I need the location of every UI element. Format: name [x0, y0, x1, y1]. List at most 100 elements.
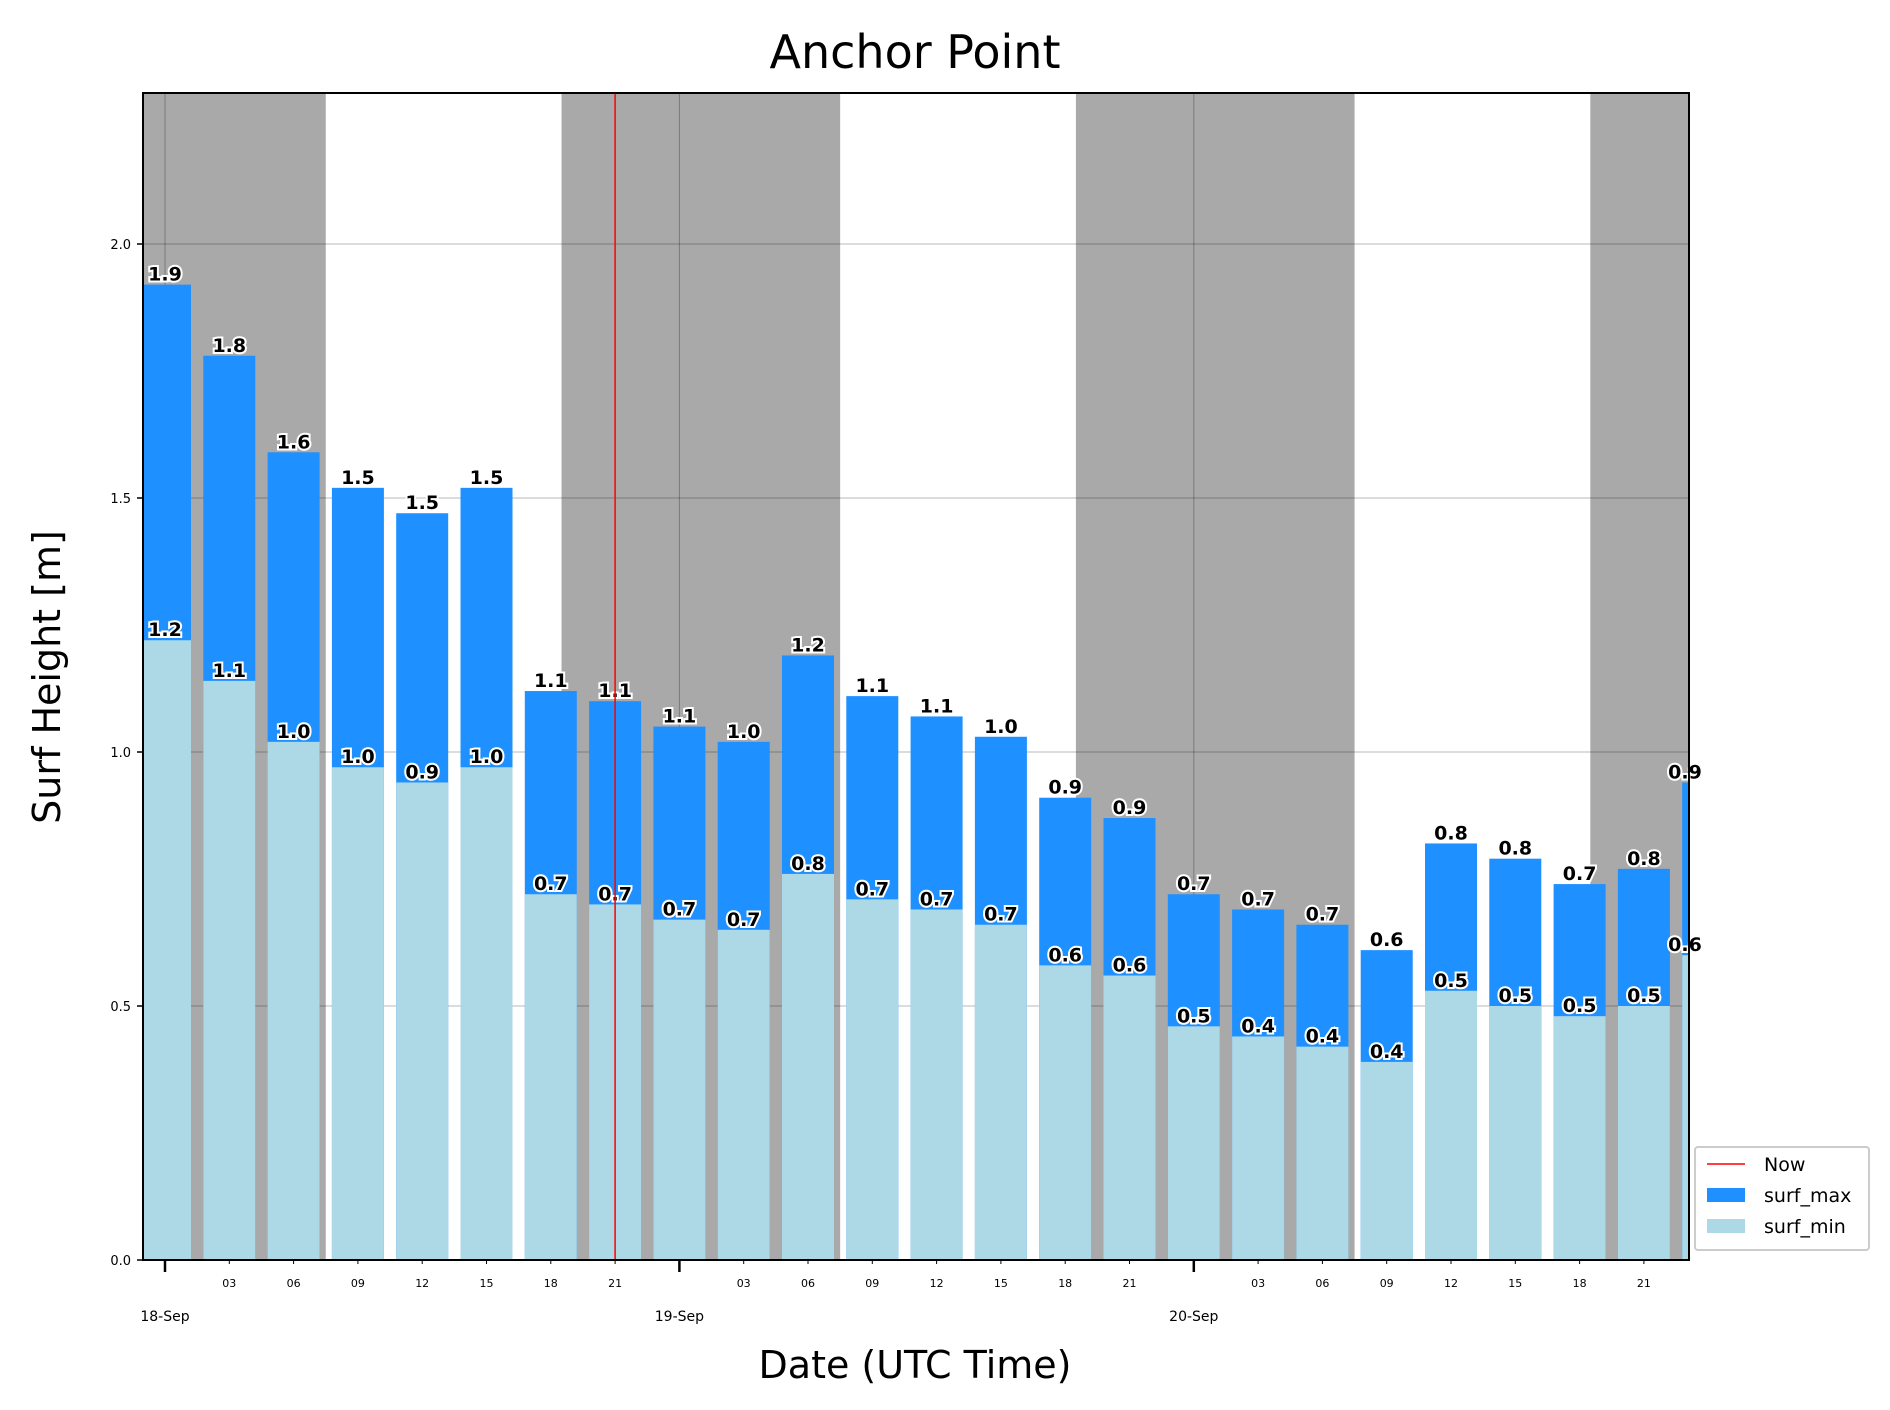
bar-label-min: 0.7 [534, 873, 568, 895]
bar-label-max: 1.6 [277, 431, 311, 453]
bar-label-min: 0.7 [663, 899, 697, 921]
bar-label-max: 0.7 [1563, 863, 1597, 885]
legend-max-label: surf_max [1764, 1185, 1851, 1207]
bar-label-min: 1.0 [470, 746, 504, 768]
x-hour-label: 03 [222, 1277, 236, 1290]
bar-label-max: 1.5 [470, 467, 504, 489]
bar-label-min: 0.6 [1048, 944, 1082, 966]
x-hour-label: 03 [737, 1277, 751, 1290]
bar-label-max: 1.0 [727, 721, 761, 743]
bar-label-max: 1.0 [984, 716, 1018, 738]
chart-title: Anchor Point [770, 25, 1061, 79]
bar-surf-min [1039, 965, 1092, 1260]
bar-surf-min [203, 680, 256, 1260]
x-hour-label: 15 [994, 1277, 1008, 1290]
bar-label-max: 0.7 [1241, 888, 1275, 910]
bar-label-max: 1.1 [663, 706, 697, 728]
x-date-label: 18-Sep [140, 1309, 189, 1325]
legend-now-label: Now [1764, 1154, 1805, 1176]
x-hour-label: 06 [1315, 1277, 1329, 1290]
bar-surf-min [653, 919, 706, 1260]
legend-min-swatch [1707, 1219, 1745, 1233]
bar-label-max: 1.5 [341, 467, 375, 489]
x-hour-label: 06 [287, 1277, 301, 1290]
bar-label-max: 0.9 [1668, 761, 1702, 783]
bar-label-max: 1.5 [405, 492, 439, 514]
y-tick-label: 0.5 [110, 1000, 131, 1015]
bar-surf-min [331, 767, 384, 1260]
bar-surf-min [846, 899, 899, 1260]
x-hour-label: 06 [801, 1277, 815, 1290]
bar-label-max: 0.8 [1434, 822, 1468, 844]
bar-surf-min [1489, 1006, 1542, 1260]
x-hour-label: 18 [544, 1277, 558, 1290]
x-hour-label: 09 [865, 1277, 879, 1290]
x-hour-label: 12 [1444, 1277, 1458, 1290]
bar-surf-min [524, 894, 577, 1260]
bar-label-min: 0.4 [1241, 1015, 1275, 1037]
y-tick-label: 0.0 [110, 1254, 131, 1269]
legend: Now surf_max surf_min [1694, 1146, 1870, 1251]
y-tick-label: 1.5 [110, 492, 131, 507]
y-tick-label: 1.0 [110, 746, 131, 761]
x-axis-label: Date (UTC Time) [759, 1343, 1072, 1387]
bar-surf-min [1360, 1061, 1413, 1260]
bar-surf-min [1617, 1006, 1670, 1260]
x-hour-label: 18 [1058, 1277, 1072, 1290]
bar-label-min: 1.0 [277, 721, 311, 743]
bar-surf-min [1425, 990, 1477, 1260]
bar-label-max: 0.8 [1498, 838, 1532, 860]
bar-label-max: 0.6 [1370, 929, 1404, 951]
bar-label-max: 0.9 [1113, 797, 1147, 819]
bar-label-min: 0.4 [1306, 1026, 1340, 1048]
x-hour-label: 09 [1380, 1277, 1394, 1290]
bar-label-max: 1.8 [212, 335, 246, 357]
bar-label-min: 1.1 [212, 660, 246, 682]
legend-min-label: surf_min [1764, 1216, 1846, 1238]
x-hour-label: 15 [480, 1277, 494, 1290]
bar-label-max: 1.1 [534, 670, 568, 692]
bar-surf-min [782, 873, 834, 1260]
bar-label-max: 0.7 [1177, 873, 1211, 895]
bar-surf-min [1232, 1036, 1285, 1260]
plot-area: 0.0 0.5 1.0 1.5 2.0 1.9 1.2 1.8 1.1 1.6 1.0 1.5 1.0 1… [110, 92, 1704, 1325]
x-hour-label: 15 [1508, 1277, 1522, 1290]
bar-surf-min [1682, 955, 1689, 1260]
bar-surf-min [460, 767, 513, 1260]
bar-label-min: 1.2 [148, 619, 182, 641]
bar-surf-min [1296, 1046, 1349, 1260]
plot-frame [142, 92, 1690, 1261]
bar-label-max: 1.1 [855, 675, 889, 697]
bar-label-min: 0.5 [1434, 970, 1468, 992]
y-tick-label: 2.0 [110, 238, 131, 253]
bar-label-min: 0.8 [791, 853, 825, 875]
bar-surf-min [1167, 1026, 1220, 1260]
bar-label-min: 0.7 [727, 909, 761, 931]
legend-max-swatch [1707, 1188, 1745, 1202]
bar-label-max: 1.1 [920, 695, 954, 717]
x-hour-label: 21 [608, 1277, 622, 1290]
bar-label-min: 0.9 [405, 761, 439, 783]
bar-label-min: 0.5 [1498, 985, 1532, 1007]
bar-surf-min [396, 782, 449, 1260]
y-axis-label: Surf Height [m] [25, 530, 69, 824]
bar-label-min: 0.6 [1113, 955, 1147, 977]
bar-surf-min [267, 741, 320, 1260]
bar-label-max: 1.2 [791, 634, 825, 656]
x-hour-label: 03 [1251, 1277, 1265, 1290]
bar-label-max: 0.8 [1627, 848, 1661, 870]
x-date-label: 19-Sep [655, 1309, 704, 1325]
bar-label-min: 0.4 [1370, 1041, 1404, 1063]
bar-label-min: 1.0 [341, 746, 375, 768]
bar-surf-min [1553, 1016, 1606, 1260]
bar-label-min: 0.5 [1563, 995, 1597, 1017]
x-hour-label: 09 [351, 1277, 365, 1290]
bar-label-min: 0.5 [1177, 1005, 1211, 1027]
bar-label-min: 0.5 [1627, 985, 1661, 1007]
bar-surf-min [974, 924, 1027, 1260]
x-hour-label: 12 [415, 1277, 429, 1290]
bar-surf-min [143, 640, 191, 1260]
bar-label-max: 0.7 [1306, 904, 1340, 926]
x-hour-label: 12 [930, 1277, 944, 1290]
